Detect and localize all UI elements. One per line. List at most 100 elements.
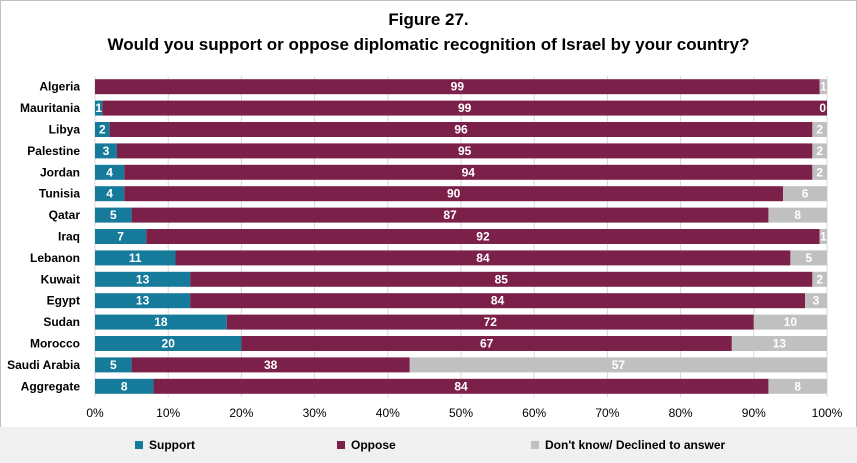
bar-segment-dont-know [783, 186, 827, 202]
bar-segment-dont-know [768, 207, 827, 223]
bar-segment-support [95, 357, 132, 373]
bar-segment-dont-know [753, 314, 827, 330]
data-label-oppose: 67 [480, 337, 494, 351]
data-label-oppose: 94 [462, 165, 476, 179]
data-label-support: 11 [129, 251, 142, 265]
x-tick-label: 50% [449, 406, 473, 420]
x-tick-label: 60% [522, 406, 546, 420]
data-label-oppose: 96 [454, 123, 468, 137]
data-label-oppose: 87 [443, 208, 457, 222]
bar-segment-support [95, 122, 110, 137]
data-label-oppose: 95 [458, 144, 472, 158]
category-label: Kuwait [41, 272, 80, 286]
bar-segment-oppose [146, 229, 820, 244]
x-tick-label: 70% [595, 406, 619, 420]
data-label-dont-know: 3 [813, 294, 820, 308]
category-label: Algeria [39, 80, 80, 94]
x-tick-label: 20% [229, 406, 253, 420]
bar-segment-oppose [124, 164, 813, 180]
data-label-oppose: 92 [476, 230, 490, 244]
category-label: Aggregate [21, 379, 81, 393]
data-label-dont-know: 2 [816, 272, 823, 286]
legend-label-support: Support [149, 438, 195, 452]
data-label-dont-know: 2 [816, 144, 823, 158]
category-label: Qatar [49, 208, 81, 222]
legend-area [0, 427, 857, 463]
bar-segment-support [95, 229, 147, 244]
bar-segment-dont-know [812, 164, 827, 180]
bar-segment-support [95, 143, 117, 159]
data-label-dont-know: 1 [820, 230, 827, 244]
data-label-support: 2 [99, 123, 106, 137]
data-label-oppose: 99 [451, 80, 465, 94]
data-label-support: 4 [106, 165, 113, 179]
category-label: Jordan [40, 165, 80, 179]
data-label-dont-know: 5 [805, 251, 812, 265]
bar-segment-oppose [131, 207, 769, 223]
data-label-dont-know: 6 [802, 187, 809, 201]
bar-segment-dont-know [790, 250, 827, 266]
data-label-support: 13 [136, 272, 150, 286]
bar-segment-oppose [116, 143, 813, 159]
category-label: Sudan [43, 315, 80, 329]
data-label-oppose: 84 [454, 379, 468, 393]
category-label: Lebanon [30, 251, 80, 265]
category-label: Palestine [27, 144, 80, 158]
data-label-support: 13 [136, 294, 150, 308]
figure-label: Figure 27. [388, 10, 469, 29]
category-label: Mauritania [20, 101, 80, 115]
bar-segment-oppose [131, 357, 410, 373]
bar-segment-dont-know [409, 357, 827, 373]
bar-segment-dont-know [819, 79, 827, 95]
data-label-support: 5 [110, 358, 117, 372]
bar-segment-dont-know [812, 122, 827, 137]
bar-segment-support [95, 378, 154, 394]
bar-segment-oppose [175, 250, 791, 266]
legend-item-dont-know: Don't know/ Declined to answer [531, 438, 725, 452]
chart-title: Would you support or oppose diplomatic r… [107, 35, 750, 54]
data-label-oppose: 85 [495, 272, 509, 286]
data-label-dont-know: 8 [794, 379, 801, 393]
bar-segment-dont-know [812, 271, 827, 287]
bar-segment-dont-know [805, 293, 827, 309]
data-label-support: 5 [110, 208, 117, 222]
data-label-oppose: 90 [447, 187, 461, 201]
data-label-support: 4 [106, 187, 113, 201]
x-tick-label: 80% [669, 406, 693, 420]
bar-segment-oppose [226, 314, 754, 330]
category-label: Saudi Arabia [7, 358, 80, 372]
category-label: Tunisia [39, 187, 80, 201]
bar-segment-support [95, 100, 103, 116]
bar-segment-dont-know [768, 378, 827, 394]
category-label: Morocco [30, 337, 80, 351]
legend-label-oppose: Oppose [351, 438, 396, 452]
bar-segment-support [95, 314, 227, 330]
x-tick-label: 90% [742, 406, 766, 420]
bar-segment-oppose [190, 271, 813, 287]
bar-segment-oppose [124, 186, 784, 202]
x-tick-label: 0% [86, 406, 104, 420]
data-label-support: 8 [121, 379, 128, 393]
data-label-dont-know: 8 [794, 208, 801, 222]
legend-item-oppose: Oppose [337, 438, 396, 452]
bar-segment-dont-know [819, 229, 827, 244]
data-label-dont-know: 13 [773, 337, 787, 351]
data-label-dont-know: 2 [816, 123, 823, 137]
data-label-support: 18 [154, 315, 168, 329]
legend-swatch-support [135, 441, 143, 449]
x-tick-label: 10% [156, 406, 180, 420]
data-label-dont-know: 57 [612, 358, 626, 372]
data-label-oppose: 38 [264, 358, 278, 372]
bar-segment-dont-know [812, 143, 827, 159]
data-label-oppose: 84 [491, 294, 505, 308]
bar-segment-support [95, 293, 191, 309]
data-label-support: 1 [95, 101, 102, 115]
category-label: Egypt [47, 294, 80, 308]
legend-label-dont-know: Don't know/ Declined to answer [545, 438, 726, 452]
bar-segment-dont-know [731, 336, 827, 351]
x-tick-label: 30% [303, 406, 327, 420]
bar-segment-support [95, 186, 125, 202]
bar-segment-support [95, 207, 132, 223]
bar-segment-support [95, 271, 191, 287]
